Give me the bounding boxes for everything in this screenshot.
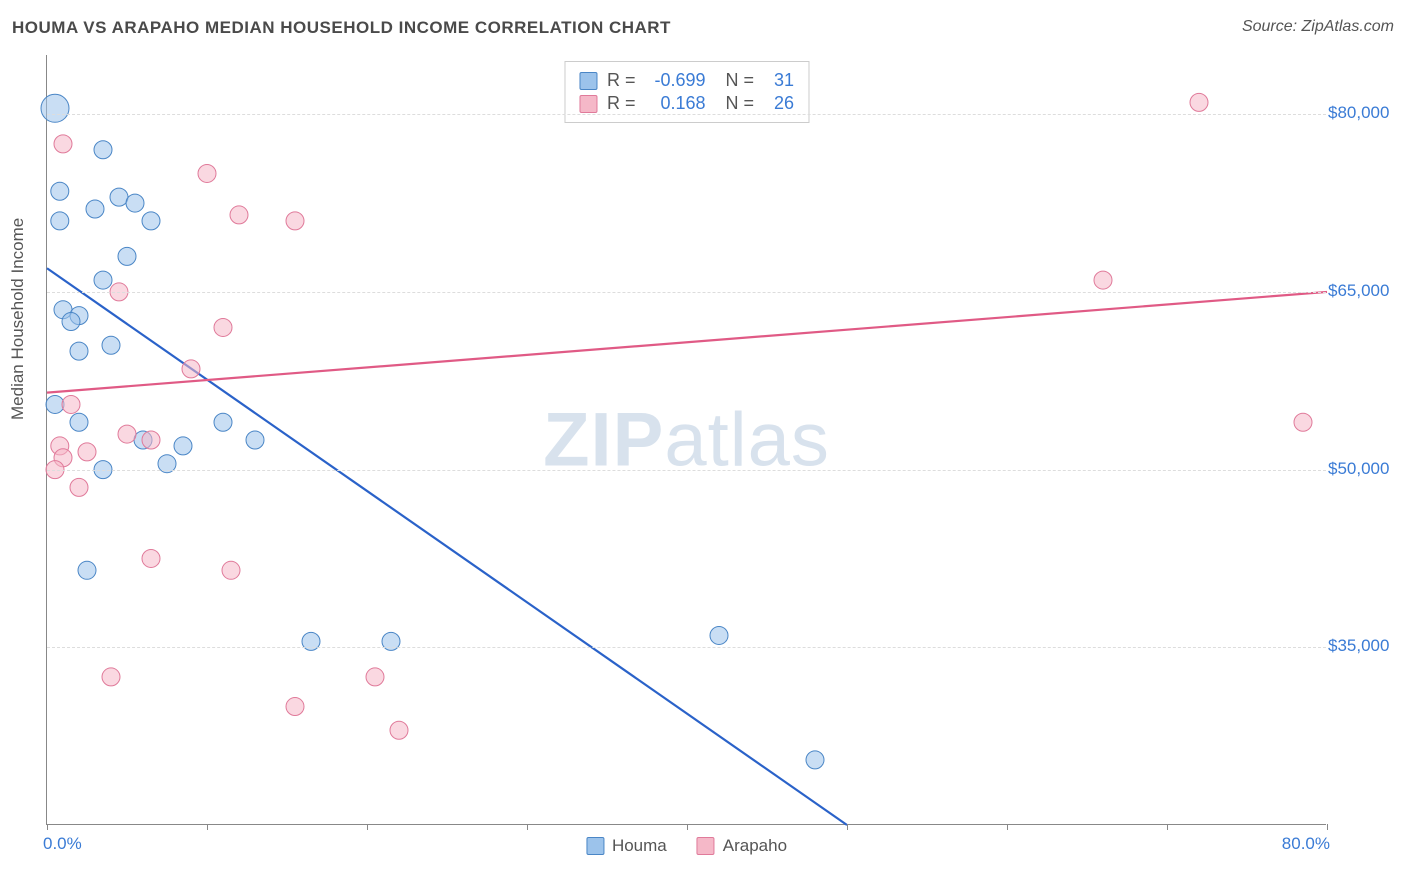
data-point-arapaho — [286, 698, 304, 716]
legend-label-houma: Houma — [612, 836, 667, 856]
chart-svg — [47, 55, 1326, 824]
x-max-label: 80.0% — [1282, 834, 1330, 854]
data-point-houma — [806, 751, 824, 769]
legend-item-arapaho: Arapaho — [697, 836, 787, 856]
data-point-houma — [51, 212, 69, 230]
data-point-houma — [41, 94, 69, 122]
data-point-houma — [118, 247, 136, 265]
data-point-houma — [710, 626, 728, 644]
chart-title: HOUMA VS ARAPAHO MEDIAN HOUSEHOLD INCOME… — [12, 18, 671, 37]
stats-n-houma: 31 — [764, 70, 794, 91]
data-point-arapaho — [1294, 413, 1312, 431]
data-point-arapaho — [142, 549, 160, 567]
data-point-houma — [51, 182, 69, 200]
data-point-arapaho — [198, 164, 216, 182]
data-point-arapaho — [1190, 93, 1208, 111]
stats-swatch-houma — [579, 72, 597, 90]
x-tick — [527, 824, 528, 830]
gridline — [47, 470, 1326, 471]
plot-area: ZIPatlas R = -0.699 N = 31 R = 0.168 N =… — [46, 55, 1326, 825]
trend-line-arapaho — [47, 292, 1327, 393]
y-tick-label: $50,000 — [1328, 459, 1406, 479]
legend-label-arapaho: Arapaho — [723, 836, 787, 856]
legend-swatch-arapaho — [697, 837, 715, 855]
stats-r-arapaho: 0.168 — [646, 93, 706, 114]
y-axis-label: Median Household Income — [8, 218, 28, 420]
stats-row-houma: R = -0.699 N = 31 — [579, 70, 794, 91]
stats-r-label: R = — [607, 93, 636, 114]
data-point-houma — [62, 313, 80, 331]
stats-n-label: N = — [726, 70, 755, 91]
data-point-arapaho — [54, 135, 72, 153]
legend: Houma Arapaho — [586, 836, 787, 856]
data-point-houma — [246, 431, 264, 449]
data-point-houma — [102, 336, 120, 354]
x-tick — [367, 824, 368, 830]
x-tick — [47, 824, 48, 830]
data-point-arapaho — [1094, 271, 1112, 289]
data-point-arapaho — [142, 431, 160, 449]
data-point-arapaho — [102, 668, 120, 686]
data-point-arapaho — [366, 668, 384, 686]
data-point-arapaho — [230, 206, 248, 224]
stats-swatch-arapaho — [579, 95, 597, 113]
data-point-houma — [46, 395, 64, 413]
trend-line-houma — [47, 268, 847, 825]
legend-item-houma: Houma — [586, 836, 667, 856]
data-point-arapaho — [118, 425, 136, 443]
data-point-arapaho — [70, 478, 88, 496]
x-tick — [207, 824, 208, 830]
data-point-houma — [94, 141, 112, 159]
data-point-arapaho — [390, 721, 408, 739]
data-point-houma — [94, 271, 112, 289]
data-point-arapaho — [62, 395, 80, 413]
data-point-arapaho — [286, 212, 304, 230]
x-min-label: 0.0% — [43, 834, 82, 854]
y-tick-label: $80,000 — [1328, 103, 1406, 123]
stats-n-label: N = — [726, 93, 755, 114]
data-point-arapaho — [78, 443, 96, 461]
data-point-houma — [110, 188, 128, 206]
data-point-houma — [70, 342, 88, 360]
y-tick-label: $35,000 — [1328, 636, 1406, 656]
data-point-arapaho — [214, 318, 232, 336]
x-tick — [687, 824, 688, 830]
source-label: Source: ZipAtlas.com — [1242, 18, 1394, 36]
x-tick — [1007, 824, 1008, 830]
x-tick — [1327, 824, 1328, 830]
y-tick-label: $65,000 — [1328, 281, 1406, 301]
stats-n-arapaho: 26 — [764, 93, 794, 114]
header: HOUMA VS ARAPAHO MEDIAN HOUSEHOLD INCOME… — [12, 18, 1394, 48]
data-point-houma — [126, 194, 144, 212]
gridline — [47, 647, 1326, 648]
data-point-arapaho — [222, 561, 240, 579]
gridline — [47, 114, 1326, 115]
data-point-houma — [86, 200, 104, 218]
data-point-arapaho — [182, 360, 200, 378]
data-point-houma — [70, 413, 88, 431]
legend-swatch-houma — [586, 837, 604, 855]
x-tick — [1167, 824, 1168, 830]
gridline — [47, 292, 1326, 293]
x-tick — [847, 824, 848, 830]
stats-r-houma: -0.699 — [646, 70, 706, 91]
chart-container: HOUMA VS ARAPAHO MEDIAN HOUSEHOLD INCOME… — [0, 0, 1406, 892]
data-point-houma — [78, 561, 96, 579]
data-point-houma — [174, 437, 192, 455]
data-point-houma — [142, 212, 160, 230]
stats-row-arapaho: R = 0.168 N = 26 — [579, 93, 794, 114]
data-point-houma — [214, 413, 232, 431]
stats-r-label: R = — [607, 70, 636, 91]
